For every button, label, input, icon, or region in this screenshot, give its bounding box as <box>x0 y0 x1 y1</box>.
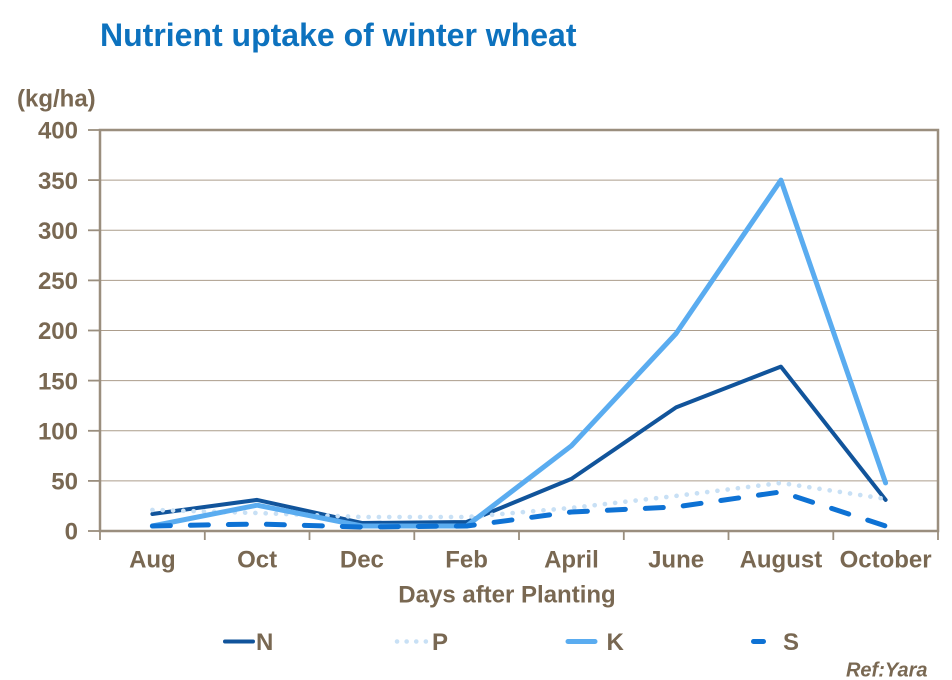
svg-text:Feb: Feb <box>445 546 488 573</box>
svg-text:S: S <box>783 629 799 656</box>
svg-text:50: 50 <box>51 469 78 496</box>
svg-text:0: 0 <box>65 519 78 546</box>
svg-text:Aug: Aug <box>129 546 176 573</box>
svg-text:200: 200 <box>38 318 78 345</box>
svg-text:June: June <box>648 546 704 573</box>
svg-text:P: P <box>432 629 448 656</box>
svg-text:October: October <box>840 546 932 573</box>
svg-text:150: 150 <box>38 368 78 395</box>
svg-text:(kg/ha): (kg/ha) <box>17 86 96 113</box>
svg-text:250: 250 <box>38 268 78 295</box>
svg-text:Oct: Oct <box>237 546 277 573</box>
svg-text:100: 100 <box>38 419 78 446</box>
svg-text:350: 350 <box>38 168 78 195</box>
svg-text:April: April <box>544 546 599 573</box>
svg-text:Dec: Dec <box>340 546 384 573</box>
svg-text:400: 400 <box>38 118 78 145</box>
svg-text:300: 300 <box>38 218 78 245</box>
svg-text:August: August <box>740 546 823 573</box>
svg-text:Ref:Yara: Ref:Yara <box>846 660 928 680</box>
svg-text:N: N <box>256 629 273 656</box>
svg-text:Nutrient uptake of winter whea: Nutrient uptake of winter wheat <box>100 17 577 53</box>
svg-text:K: K <box>607 629 625 656</box>
svg-text:Days after Planting: Days after Planting <box>398 582 615 609</box>
